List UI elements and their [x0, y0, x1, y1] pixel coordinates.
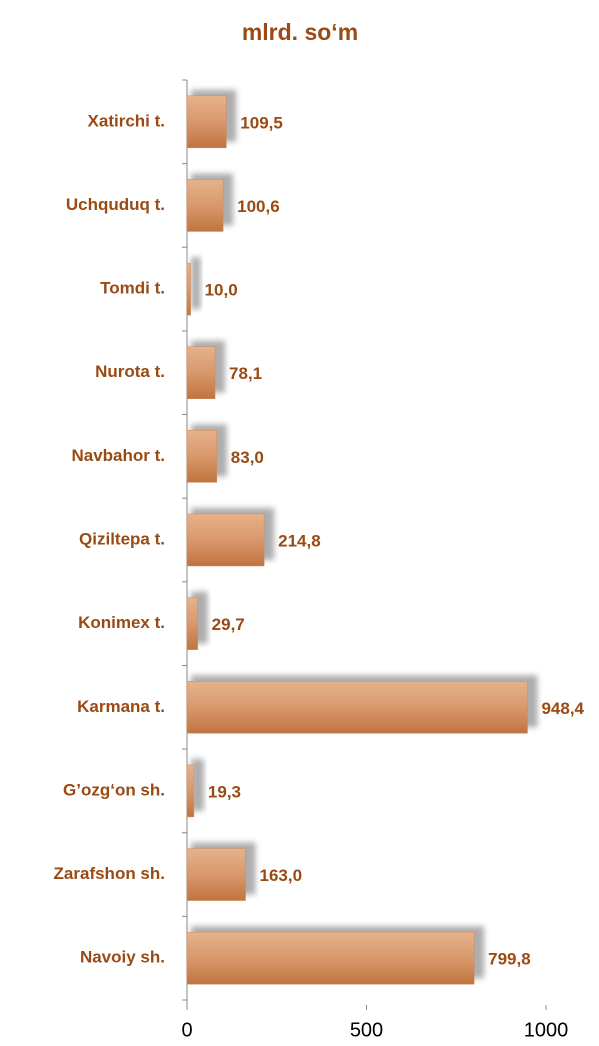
value-label: 100,6: [237, 197, 280, 216]
bar: [186, 430, 218, 483]
bar-shadow: [191, 257, 201, 310]
y-tick-label: Uchquduq t.: [66, 195, 165, 214]
x-tick-label: 500: [350, 1019, 383, 1041]
value-label: 10,0: [205, 281, 238, 300]
value-label: 214,8: [278, 531, 321, 550]
bar: [186, 597, 198, 650]
y-tick-label: Konimex t.: [78, 613, 165, 632]
y-tick-label: Navbahor t.: [71, 446, 165, 465]
value-label: 19,3: [208, 782, 241, 801]
value-label: 29,7: [212, 615, 245, 634]
bar: [186, 848, 246, 901]
value-label: 948,4: [541, 699, 584, 718]
bar: [186, 95, 227, 149]
value-label: 78,1: [229, 364, 262, 383]
value-label: 83,0: [231, 448, 264, 467]
y-tick-label: Zarafshon sh.: [54, 864, 165, 883]
chart-title: mlrd. so‘m: [242, 19, 358, 45]
bar: [186, 179, 224, 232]
value-label: 163,0: [260, 866, 303, 885]
y-tick-label: Xatirchi t.: [88, 111, 165, 130]
y-tick-label: Qiziltepa t.: [79, 529, 165, 548]
bar-shadow: [191, 758, 204, 811]
value-label: 109,5: [240, 113, 283, 132]
bar: [186, 764, 195, 818]
bar: [186, 346, 216, 399]
bar: [186, 262, 191, 316]
y-tick-label: Nurota t.: [95, 362, 165, 381]
x-tick-label: 1000: [524, 1019, 569, 1041]
value-label: 799,8: [488, 950, 531, 969]
bar: [186, 931, 475, 985]
y-tick-label: Navoiy sh.: [80, 948, 165, 967]
bar: [186, 681, 528, 734]
y-tick-label: Tomdi t.: [100, 279, 165, 298]
y-tick-label: Karmana t.: [77, 697, 165, 716]
x-tick-label: 0: [181, 1019, 192, 1041]
bar: [186, 513, 265, 567]
y-tick-label: G’ozg‘on sh.: [63, 780, 165, 799]
